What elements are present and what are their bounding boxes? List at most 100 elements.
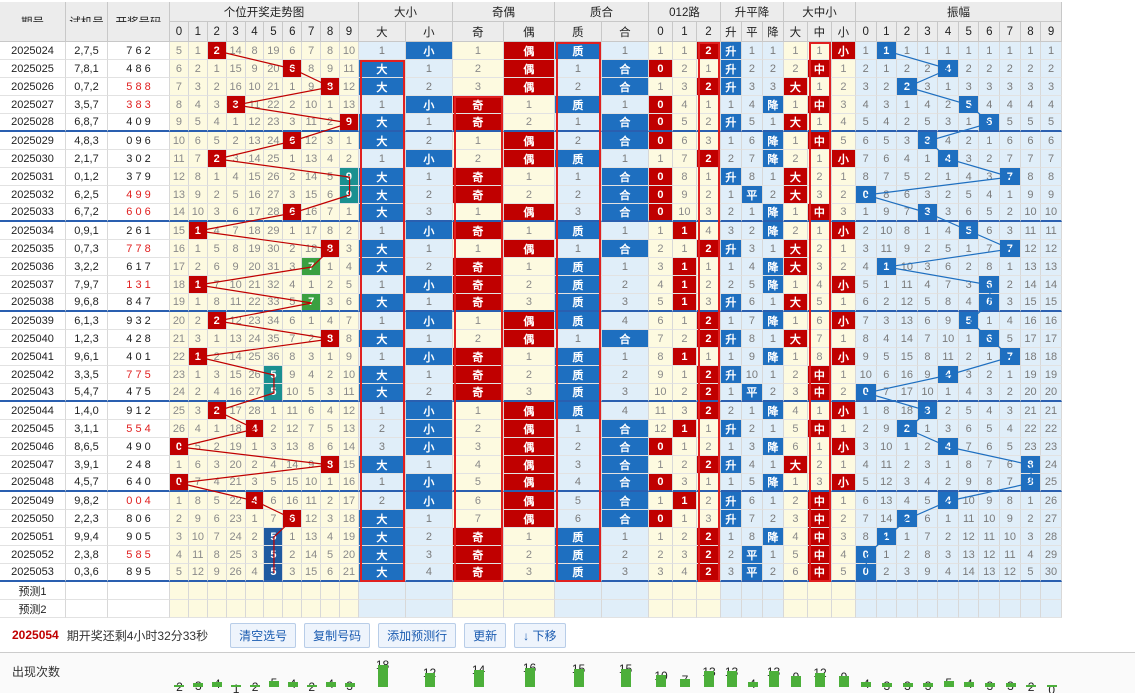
- amp-omit-cell[interactable]: 5: [855, 114, 877, 132]
- amp-omit-cell[interactable]: 9: [1000, 510, 1021, 528]
- bms-cell[interactable]: 中: [807, 366, 832, 384]
- road-cell[interactable]: 1: [696, 168, 721, 186]
- parity-cell[interactable]: 奇: [452, 528, 504, 546]
- bms-cell[interactable]: 1: [783, 96, 808, 114]
- units-omit-cell[interactable]: 3: [321, 384, 341, 402]
- bms-cell[interactable]: 中: [807, 96, 832, 114]
- units-omit-cell[interactable]: 1: [226, 114, 246, 132]
- amp-omit-cell[interactable]: 3: [938, 546, 959, 564]
- amp-hit-cell[interactable]: 6: [979, 114, 1001, 132]
- parity-cell[interactable]: 1: [452, 402, 504, 420]
- size-cell[interactable]: 小: [405, 276, 453, 294]
- road-cell[interactable]: 2: [648, 546, 673, 564]
- units-omit-cell[interactable]: 2: [321, 114, 341, 132]
- bms-cell[interactable]: 小: [831, 438, 856, 456]
- units-omit-cell[interactable]: 1: [340, 204, 359, 222]
- prime-cell[interactable]: 合: [601, 114, 649, 132]
- units-omit-cell[interactable]: 2: [302, 330, 322, 348]
- prime-cell[interactable]: 3: [554, 204, 602, 222]
- units-omit-cell[interactable]: 12: [283, 420, 303, 438]
- units-omit-cell[interactable]: 5: [170, 42, 189, 60]
- units-omit-cell[interactable]: 3: [188, 330, 208, 348]
- units-omit-cell[interactable]: 10: [188, 528, 208, 546]
- updown-cell[interactable]: 1: [762, 168, 784, 186]
- amp-omit-cell[interactable]: 4: [938, 564, 959, 582]
- parity-cell[interactable]: 3: [503, 384, 555, 402]
- amp-omit-cell[interactable]: 2: [958, 132, 980, 150]
- amp-omit-cell[interactable]: 12: [1020, 240, 1042, 258]
- amp-omit-cell[interactable]: 21: [1020, 402, 1042, 420]
- bms-cell[interactable]: 2: [831, 384, 856, 402]
- amp-omit-cell[interactable]: 5: [917, 114, 939, 132]
- updown-cell[interactable]: 1: [762, 546, 784, 564]
- units-omit-cell[interactable]: 2: [207, 348, 227, 366]
- updown-cell[interactable]: 2: [741, 222, 763, 240]
- units-omit-cell[interactable]: 6: [188, 456, 208, 474]
- prime-cell[interactable]: 2: [601, 276, 649, 294]
- updown-cell[interactable]: 7: [741, 312, 763, 330]
- bms-cell[interactable]: 2: [783, 222, 808, 240]
- road-cell[interactable]: 3: [696, 510, 721, 528]
- amp-omit-cell[interactable]: 3: [897, 564, 918, 582]
- units-omit-cell[interactable]: 17: [340, 492, 359, 510]
- units-omit-cell[interactable]: 18: [340, 510, 359, 528]
- predict-cell[interactable]: [188, 600, 208, 618]
- road-cell[interactable]: 2: [696, 438, 721, 456]
- road-cell[interactable]: 1: [696, 474, 721, 492]
- units-omit-cell[interactable]: 12: [340, 402, 359, 420]
- size-cell[interactable]: 大: [358, 546, 406, 564]
- amp-omit-cell[interactable]: 5: [855, 474, 877, 492]
- road-cell[interactable]: 3: [648, 564, 673, 582]
- predict-cell[interactable]: [554, 582, 602, 600]
- parity-cell[interactable]: 偶: [503, 312, 555, 330]
- road-cell[interactable]: 1: [696, 420, 721, 438]
- size-cell[interactable]: 1: [358, 96, 406, 114]
- prime-cell[interactable]: 质: [554, 528, 602, 546]
- predict-cell[interactable]: [245, 600, 265, 618]
- road-cell[interactable]: 10: [648, 384, 673, 402]
- bms-cell[interactable]: 4: [783, 528, 808, 546]
- road-cell[interactable]: 1: [672, 492, 697, 510]
- amp-omit-cell[interactable]: 13: [1020, 258, 1042, 276]
- amp-omit-cell[interactable]: 3: [1041, 78, 1062, 96]
- parity-cell[interactable]: 3: [503, 564, 555, 582]
- amp-omit-cell[interactable]: 9: [979, 492, 1001, 510]
- units-omit-cell[interactable]: 2: [283, 96, 303, 114]
- bms-cell[interactable]: 大: [783, 258, 808, 276]
- units-omit-cell[interactable]: 5: [321, 420, 341, 438]
- units-omit-cell[interactable]: 1: [283, 150, 303, 168]
- size-cell[interactable]: 1: [358, 312, 406, 330]
- units-omit-cell[interactable]: 1: [321, 474, 341, 492]
- prime-cell[interactable]: 4: [601, 312, 649, 330]
- road-cell[interactable]: 1: [648, 492, 673, 510]
- size-cell[interactable]: 大: [358, 60, 406, 78]
- amp-omit-cell[interactable]: 3: [855, 438, 877, 456]
- units-omit-cell[interactable]: 2: [226, 132, 246, 150]
- units-omit-cell[interactable]: 21: [245, 276, 265, 294]
- road-cell[interactable]: 2: [696, 114, 721, 132]
- units-omit-cell[interactable]: 13: [170, 186, 189, 204]
- units-omit-cell[interactable]: 8: [283, 348, 303, 366]
- size-cell[interactable]: 1: [405, 456, 453, 474]
- road-cell[interactable]: 1: [672, 438, 697, 456]
- parity-cell[interactable]: 1: [503, 528, 555, 546]
- units-omit-cell[interactable]: 1: [188, 240, 208, 258]
- units-omit-cell[interactable]: 2: [188, 258, 208, 276]
- units-omit-cell[interactable]: 2: [188, 312, 208, 330]
- amp-omit-cell[interactable]: 3: [917, 258, 939, 276]
- predict-cell[interactable]: [762, 600, 784, 618]
- units-omit-cell[interactable]: 10: [340, 42, 359, 60]
- amp-omit-cell[interactable]: 4: [958, 384, 980, 402]
- units-omit-cell[interactable]: 33: [264, 294, 284, 312]
- bms-cell[interactable]: 5: [783, 420, 808, 438]
- units-omit-cell[interactable]: 18: [302, 240, 322, 258]
- amp-omit-cell[interactable]: 11: [876, 456, 898, 474]
- units-omit-cell[interactable]: 2: [321, 366, 341, 384]
- size-cell[interactable]: 2: [358, 492, 406, 510]
- road-cell[interactable]: 1: [648, 42, 673, 60]
- predict-cell[interactable]: [783, 600, 808, 618]
- amp-omit-cell[interactable]: 3: [1000, 402, 1021, 420]
- bms-cell[interactable]: 3: [831, 204, 856, 222]
- bms-cell[interactable]: 中: [807, 132, 832, 150]
- amp-omit-cell[interactable]: 6: [876, 366, 898, 384]
